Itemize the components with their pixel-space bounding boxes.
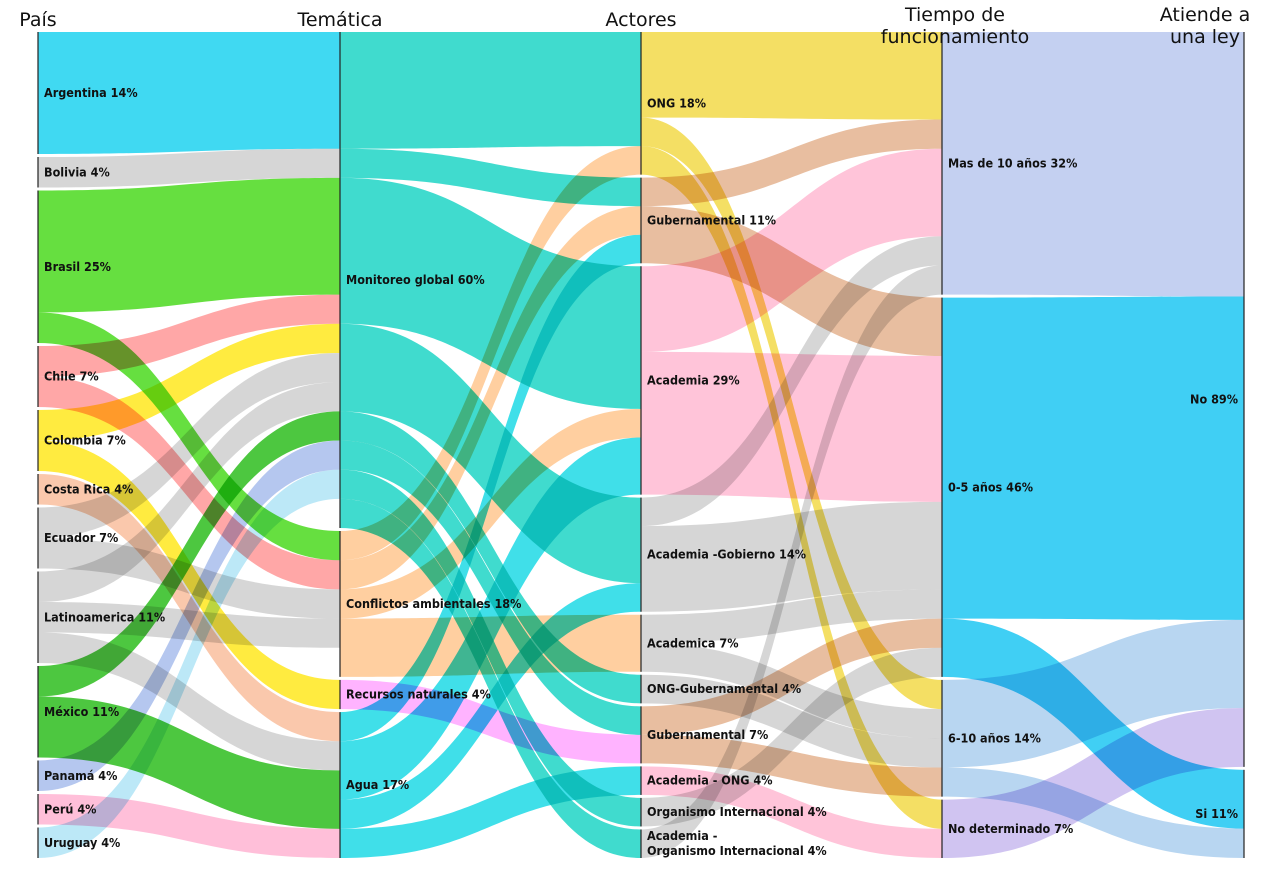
link-ag-to-acgob bbox=[340, 583, 641, 829]
column-title-actores: Actores bbox=[605, 9, 676, 31]
link-ag-to-acong bbox=[340, 766, 641, 858]
link-gub11-to-t10 bbox=[641, 119, 942, 207]
link-acad7-to-t05 bbox=[641, 589, 942, 644]
link-bo-to-mg bbox=[38, 148, 340, 188]
column-title-pais: País bbox=[19, 9, 56, 31]
link-ca-to-ong bbox=[340, 146, 641, 561]
link-ar-to-mg bbox=[38, 32, 340, 154]
node-label-rn: Recursos naturales 4% bbox=[346, 687, 491, 702]
link-mx-to-mg bbox=[38, 411, 340, 697]
node-label-no: No 89% bbox=[1190, 391, 1238, 406]
link-mg-to-ong bbox=[340, 32, 641, 149]
column-titles: País Temática Actores Tiempo de funcionamien… bbox=[19, 4, 1250, 48]
node-label-gub7: Gubernamental 7% bbox=[647, 727, 768, 742]
link-acgob-to-t10 bbox=[641, 236, 942, 527]
nodes-layer bbox=[37, 32, 1245, 858]
link-oi-to-t05 bbox=[641, 647, 942, 827]
link-mg-to-acoi bbox=[340, 498, 641, 858]
node-label-mg: Monitoreo global 60% bbox=[346, 272, 485, 287]
link-t05-to-no bbox=[942, 296, 1244, 620]
link-t610-to-no bbox=[942, 619, 1244, 768]
node-label-acong: Academia - ONG 4% bbox=[647, 773, 773, 788]
column-title-tiempo: Tiempo de funcionamiento bbox=[881, 4, 1029, 48]
node-label-acad: Academia 29% bbox=[647, 372, 740, 387]
node-label-onggub: ONG-Gubernamental 4% bbox=[647, 681, 801, 696]
link-acad-to-t10 bbox=[641, 148, 942, 352]
link-pa-to-mg bbox=[38, 440, 340, 791]
node-label-acad7: Academica 7% bbox=[647, 635, 738, 650]
node-label-mx: México 11% bbox=[44, 704, 119, 719]
node-label-ca: Conflictos ambientales 18% bbox=[346, 596, 521, 611]
link-ca-to-gub11 bbox=[340, 206, 641, 590]
column-title-tematica: Temática bbox=[296, 9, 382, 31]
node-label-acgob: Academia -Gobierno 14% bbox=[647, 547, 806, 562]
node-label-pa: Panamá 4% bbox=[44, 768, 117, 783]
node-label-bo: Bolivia 4% bbox=[44, 164, 110, 179]
node-label-t05: 0-5 años 46% bbox=[948, 479, 1033, 494]
node-label-tnd: No determinado 7% bbox=[948, 821, 1073, 836]
node-label-gub11: Gubernamental 11% bbox=[647, 212, 776, 227]
link-cl-to-mg bbox=[38, 294, 340, 377]
link-gub7-to-t610 bbox=[641, 734, 942, 797]
link-t10-to-no bbox=[942, 32, 1244, 297]
link-ag-to-acad bbox=[340, 437, 641, 800]
link-mg-to-acad bbox=[340, 177, 641, 409]
labels-layer: Argentina 14% Bolivia 4% Brasil 25% Chile 7… bbox=[44, 85, 1238, 858]
column-title-ley: Atiende a una ley bbox=[1160, 4, 1251, 48]
link-co-to-mg bbox=[38, 323, 340, 441]
link-ec-to-mg bbox=[38, 352, 340, 538]
node-label-cr: Costa Rica 4% bbox=[44, 481, 133, 496]
node-label-ec: Ecuador 7% bbox=[44, 530, 118, 545]
link-mg-to-onggub bbox=[340, 411, 641, 704]
link-ag-to-gub11 bbox=[340, 234, 641, 742]
node-label-acoi: Academia -Organismo Internacional 4% bbox=[647, 828, 827, 858]
link-acoi-to-t10 bbox=[641, 265, 942, 858]
node-label-ar: Argentina 14% bbox=[44, 85, 138, 100]
node-label-cl: Chile 7% bbox=[44, 369, 99, 384]
node-label-pe: Perú 4% bbox=[44, 801, 96, 816]
node-label-uy: Uruguay 4% bbox=[44, 835, 120, 850]
link-ong-to-t10 bbox=[641, 32, 942, 120]
link-tnd-to-no bbox=[942, 708, 1244, 858]
node-label-ong: ONG 18% bbox=[647, 95, 706, 110]
node-label-la: Latinoamerica 11% bbox=[44, 609, 165, 624]
link-gub7-to-t05 bbox=[641, 618, 942, 735]
node-label-br: Brasil 25% bbox=[44, 259, 111, 274]
node-label-oi: Organismo Internacional 4% bbox=[647, 804, 827, 819]
link-uy-to-mg bbox=[38, 469, 340, 858]
node-label-ag: Agua 17% bbox=[346, 777, 409, 792]
link-ca-to-acad bbox=[340, 408, 641, 619]
node-label-si: Si 11% bbox=[1195, 806, 1238, 821]
link-rn-to-gub7 bbox=[340, 679, 641, 764]
link-br-to-mg bbox=[38, 177, 340, 313]
link-mg-to-gub7 bbox=[340, 440, 641, 735]
node-label-co: Colombia 7% bbox=[44, 433, 126, 448]
node-label-t10: Mas de 10 años 32% bbox=[948, 155, 1077, 170]
link-acad-to-t05 bbox=[641, 351, 942, 502]
links-layer bbox=[38, 32, 1244, 858]
node-label-t610: 6-10 años 14% bbox=[948, 730, 1041, 745]
link-la-to-mg bbox=[38, 382, 340, 602]
